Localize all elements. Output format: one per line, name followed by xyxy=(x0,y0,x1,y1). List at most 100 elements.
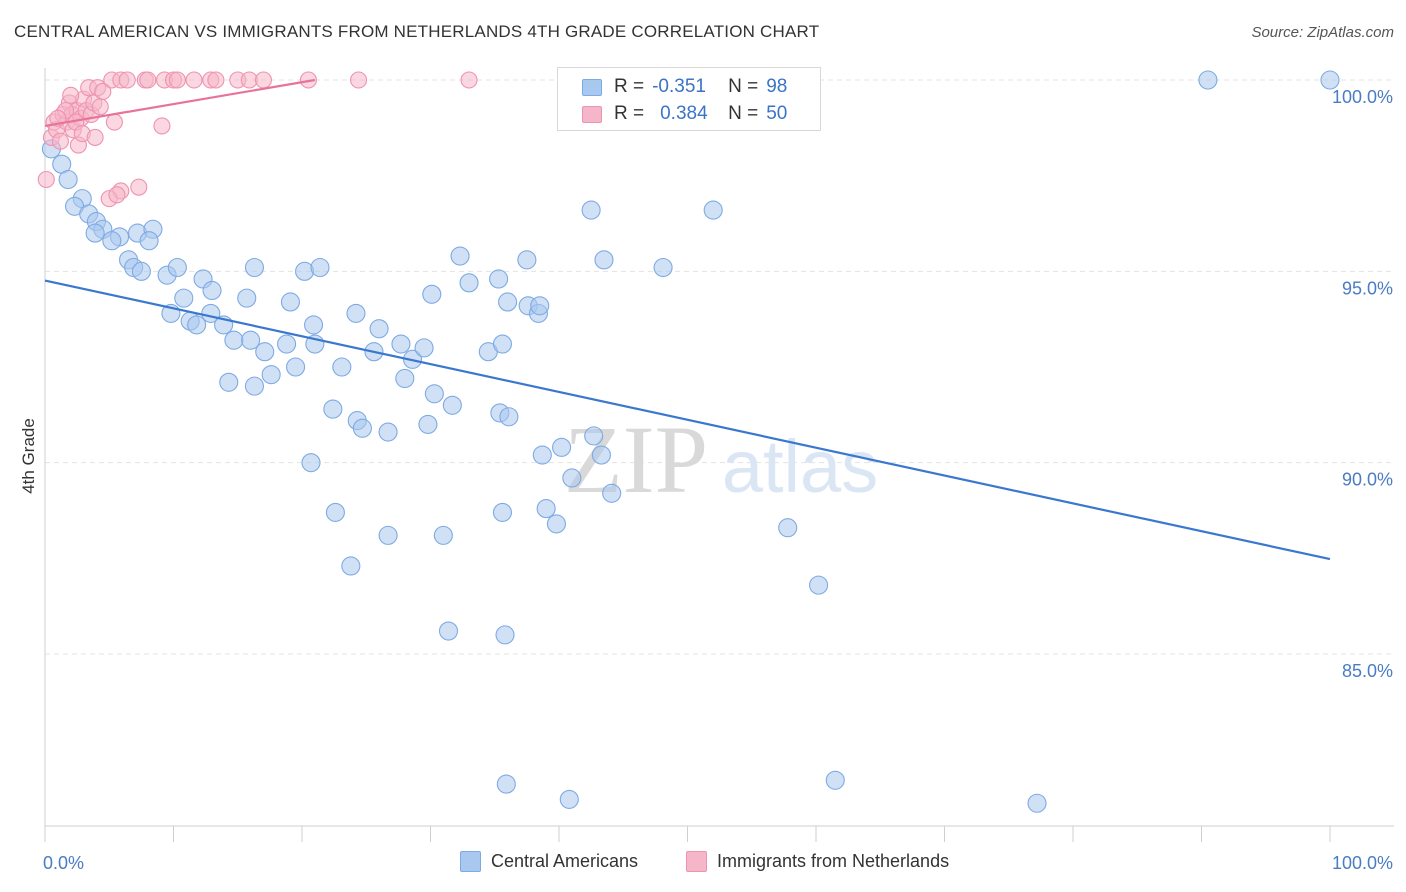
central-american-point xyxy=(703,200,723,220)
central-american-point xyxy=(286,357,306,377)
netherlands-point xyxy=(254,71,273,89)
central-american-point xyxy=(202,280,222,301)
netherlands-point xyxy=(185,71,203,89)
netherlands-points xyxy=(37,71,478,208)
central-american-point xyxy=(378,525,398,545)
central-american-point xyxy=(1320,70,1340,90)
central-american-point xyxy=(492,334,513,354)
central-american-point xyxy=(422,284,442,304)
x-tick-label-min: 0.0% xyxy=(43,853,84,873)
central-american-point xyxy=(562,468,582,488)
legend-label-central: Central Americans xyxy=(491,851,639,871)
watermark-zip: ZIP xyxy=(564,406,708,513)
central-american-point xyxy=(304,315,324,335)
central-american-point xyxy=(58,169,78,190)
y-tick-label: 85.0% xyxy=(1342,661,1393,681)
trend-lines xyxy=(44,78,1331,561)
central-american-point xyxy=(489,269,509,289)
central-americans-trend-line xyxy=(44,279,1331,561)
legend-row-netherlands: R = 0.384 N = 50 xyxy=(582,101,787,127)
central-american-point xyxy=(1027,793,1047,813)
netherlands-point xyxy=(139,71,157,89)
central-american-point xyxy=(255,342,275,362)
central-american-point xyxy=(102,231,122,251)
central-american-point xyxy=(167,257,187,278)
netherlands-point xyxy=(118,71,136,89)
central-american-point xyxy=(244,257,265,278)
central-american-point xyxy=(450,246,470,266)
central-american-point xyxy=(581,200,601,220)
netherlands-point xyxy=(130,178,148,196)
central-american-point xyxy=(414,338,434,358)
chart-source: Source: ZipAtlas.com xyxy=(1251,24,1394,41)
central-american-point xyxy=(584,426,604,446)
central-american-point xyxy=(277,334,297,354)
central-american-point xyxy=(492,502,513,522)
legend-swatch-blue xyxy=(582,78,602,96)
central-american-point xyxy=(530,296,550,316)
netherlands-point xyxy=(153,117,171,135)
central-american-point xyxy=(261,365,281,385)
tick-labels: 100.0% 95.0% 90.0% 85.0% 0.0% 100.0% xyxy=(43,87,1393,873)
central-american-point xyxy=(536,499,556,519)
central-american-point xyxy=(341,556,361,576)
legend-n-value: 50 xyxy=(766,103,788,124)
central-american-point xyxy=(187,315,207,335)
netherlands-point xyxy=(349,71,368,89)
correlation-legend: R = -0.351 N = 98 R = 0.384 N = 50 xyxy=(557,67,821,131)
legend-row-central: R = -0.351 N = 98 xyxy=(582,74,787,100)
legend-r-label: R = xyxy=(614,76,645,97)
legend-label-netherlands: Immigrants from Netherlands xyxy=(717,851,950,871)
central-american-point xyxy=(352,418,372,438)
legend-n-label: N = xyxy=(728,76,759,97)
legend-item-netherlands[interactable]: Immigrants from Netherlands xyxy=(686,851,949,872)
netherlands-trend-line xyxy=(44,78,316,128)
central-american-point xyxy=(369,319,389,339)
axis-layer xyxy=(44,68,1394,842)
central-american-point xyxy=(174,288,194,308)
central-american-point xyxy=(332,357,352,377)
central-american-point xyxy=(594,250,614,270)
netherlands-point xyxy=(37,170,55,189)
central-american-point xyxy=(496,774,516,794)
central-american-point xyxy=(532,445,552,465)
legend-swatch-pink xyxy=(582,105,602,123)
netherlands-point xyxy=(207,71,225,89)
central-american-point xyxy=(809,575,829,595)
central-american-point xyxy=(424,384,444,404)
central-american-point xyxy=(378,422,398,442)
netherlands-point xyxy=(51,132,69,150)
central-american-point xyxy=(139,231,159,251)
legend-n-value: 98 xyxy=(766,76,788,97)
central-american-point xyxy=(85,223,105,243)
legend-r-value: -0.351 xyxy=(652,76,706,97)
central-american-point xyxy=(310,257,330,278)
central-american-point xyxy=(131,261,151,281)
central-american-point xyxy=(517,250,537,270)
central-american-point xyxy=(325,502,345,522)
central-american-point xyxy=(323,399,343,419)
central-american-point xyxy=(346,303,366,323)
central-american-point xyxy=(391,334,411,354)
y-tick-label: 90.0% xyxy=(1342,470,1393,490)
netherlands-point xyxy=(108,186,126,204)
netherlands-point xyxy=(94,82,112,101)
legend-n-label: N = xyxy=(728,103,759,124)
legend-item-central-americans[interactable]: Central Americans xyxy=(460,851,638,872)
netherlands-point xyxy=(460,71,478,89)
central-american-point xyxy=(237,288,257,308)
central-american-point xyxy=(224,330,244,350)
legend-swatch-pink xyxy=(686,851,707,872)
legend-r-value: 0.384 xyxy=(660,103,708,124)
y-tick-label: 95.0% xyxy=(1342,278,1393,298)
central-american-point xyxy=(241,330,261,350)
central-american-point xyxy=(499,407,519,427)
y-axis-label: 4th Grade xyxy=(19,418,38,494)
central-american-point xyxy=(495,625,515,645)
central-american-point xyxy=(559,789,579,809)
central-american-point xyxy=(433,525,453,545)
central-american-point xyxy=(244,376,265,396)
central-american-point xyxy=(546,514,566,534)
netherlands-point xyxy=(62,86,80,104)
legend-r-label: R = xyxy=(614,103,645,124)
